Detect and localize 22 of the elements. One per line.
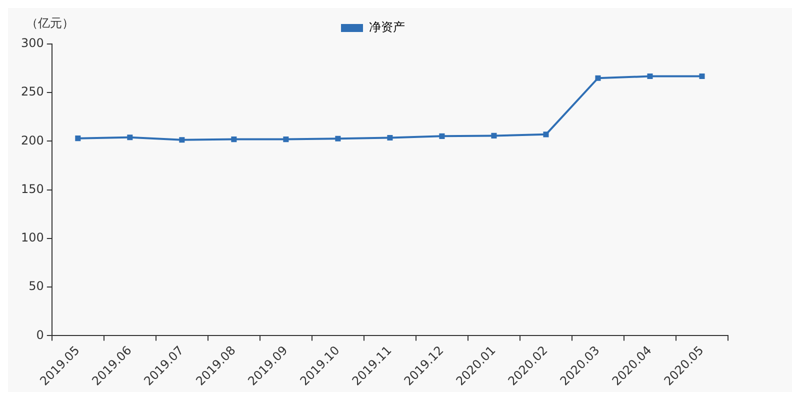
point xyxy=(543,132,549,138)
y-tick-label: 200 xyxy=(21,133,44,148)
point xyxy=(699,74,705,80)
y-tick-label: 250 xyxy=(21,84,44,99)
y-tick-label: 150 xyxy=(21,182,44,196)
point xyxy=(179,137,185,143)
point xyxy=(595,75,601,81)
point xyxy=(387,134,393,141)
y-tick-label: 50 xyxy=(28,279,44,294)
y-tick-label: 100 xyxy=(21,230,44,245)
point xyxy=(491,132,497,138)
y-tick-label: 0 xyxy=(36,328,44,342)
y-axis-title: （亿元） xyxy=(26,16,74,30)
point xyxy=(439,133,445,139)
point xyxy=(127,134,133,140)
y-tick-label: 300 xyxy=(21,36,44,50)
point xyxy=(283,136,289,142)
point xyxy=(75,136,81,142)
point xyxy=(231,136,237,142)
point xyxy=(647,74,653,80)
point xyxy=(335,136,341,142)
legend-label: 净资产 xyxy=(369,20,405,34)
